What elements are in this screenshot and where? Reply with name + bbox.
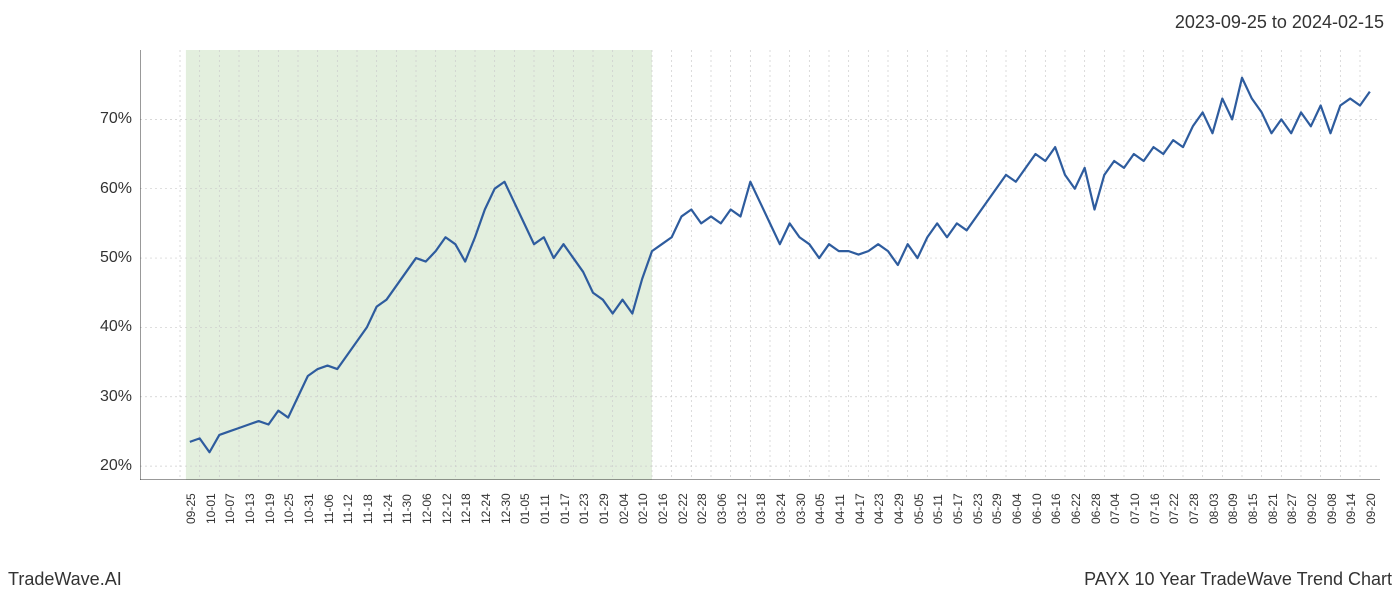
x-tick-label: 10-25 xyxy=(282,493,296,524)
x-tick-label: 05-11 xyxy=(931,494,945,524)
x-tick-label: 03-24 xyxy=(774,493,788,524)
x-tick-label: 11-24 xyxy=(381,494,395,524)
x-tick-label: 03-12 xyxy=(735,493,749,524)
x-tick-label: 10-13 xyxy=(243,493,257,524)
x-tick-label: 02-16 xyxy=(656,493,670,524)
x-tick-label: 09-08 xyxy=(1325,493,1339,524)
x-tick-label: 08-21 xyxy=(1266,493,1280,524)
x-tick-label: 06-28 xyxy=(1089,493,1103,524)
y-tick-label: 60% xyxy=(100,180,132,198)
x-tick-label: 08-03 xyxy=(1207,493,1221,524)
x-tick-label: 02-04 xyxy=(617,493,631,524)
y-tick-label: 70% xyxy=(100,110,132,128)
x-tick-label: 07-22 xyxy=(1167,493,1181,524)
x-tick-label: 01-23 xyxy=(577,493,591,524)
x-tick-label: 07-04 xyxy=(1108,493,1122,524)
x-tick-label: 09-02 xyxy=(1305,493,1319,524)
x-tick-label: 01-29 xyxy=(597,493,611,524)
x-tick-label: 12-24 xyxy=(479,493,493,524)
x-tick-label: 12-30 xyxy=(499,493,513,524)
x-tick-label: 08-27 xyxy=(1285,493,1299,524)
x-tick-label: 07-28 xyxy=(1187,493,1201,524)
x-tick-label: 11-12 xyxy=(341,494,355,524)
x-tick-label: 12-12 xyxy=(440,493,454,524)
x-tick-label: 10-07 xyxy=(223,493,237,524)
x-tick-label: 12-06 xyxy=(420,493,434,524)
x-tick-label: 06-22 xyxy=(1069,493,1083,524)
x-tick-label: 12-18 xyxy=(459,493,473,524)
x-tick-label: 11-18 xyxy=(361,494,375,524)
chart-container: 2023-09-25 to 2024-02-15 20% 30% 40% 50% 60%… xyxy=(0,0,1400,600)
x-tick-label: 05-05 xyxy=(912,493,926,524)
x-tick-label: 09-14 xyxy=(1344,493,1358,524)
footer-brand: TradeWave.AI xyxy=(8,569,122,590)
x-tick-label: 03-30 xyxy=(794,493,808,524)
x-tick-label: 01-11 xyxy=(538,494,552,524)
x-tick-label: 01-05 xyxy=(518,493,532,524)
x-tick-label: 04-17 xyxy=(853,493,867,524)
x-tick-label: 04-05 xyxy=(813,493,827,524)
x-tick-label: 06-04 xyxy=(1010,493,1024,524)
x-tick-label: 10-19 xyxy=(263,493,277,524)
y-tick-label: 50% xyxy=(100,249,132,267)
x-tick-label: 07-10 xyxy=(1128,493,1142,524)
x-tick-label: 05-29 xyxy=(990,493,1004,524)
x-tick-label: 11-06 xyxy=(322,494,336,524)
x-tick-label: 07-16 xyxy=(1148,493,1162,524)
chart-plot xyxy=(140,50,1380,480)
x-tick-label: 06-16 xyxy=(1049,493,1063,524)
y-tick-label: 40% xyxy=(100,318,132,336)
x-tick-label: 02-28 xyxy=(695,493,709,524)
x-tick-label: 01-17 xyxy=(558,493,572,524)
x-tick-label: 04-29 xyxy=(892,493,906,524)
x-tick-label: 08-15 xyxy=(1246,493,1260,524)
x-tick-label: 09-20 xyxy=(1364,493,1378,524)
date-range-label: 2023-09-25 to 2024-02-15 xyxy=(1175,12,1384,33)
x-tick-label: 09-25 xyxy=(184,493,198,524)
x-tick-label: 10-01 xyxy=(204,493,218,524)
y-tick-label: 30% xyxy=(100,388,132,406)
y-tick-label: 20% xyxy=(100,457,132,475)
x-tick-label: 05-23 xyxy=(971,493,985,524)
x-tick-label: 03-18 xyxy=(754,493,768,524)
x-tick-label: 03-06 xyxy=(715,493,729,524)
x-tick-label: 05-17 xyxy=(951,493,965,524)
x-tick-label: 08-09 xyxy=(1226,493,1240,524)
x-tick-label: 02-22 xyxy=(676,493,690,524)
x-tick-label: 10-31 xyxy=(302,493,316,524)
x-tick-label: 04-23 xyxy=(872,493,886,524)
x-tick-label: 02-10 xyxy=(636,493,650,524)
x-tick-label: 04-11 xyxy=(833,494,847,524)
x-tick-label: 11-30 xyxy=(400,494,414,524)
x-tick-label: 06-10 xyxy=(1030,493,1044,524)
footer-title: PAYX 10 Year TradeWave Trend Chart xyxy=(1084,569,1392,590)
